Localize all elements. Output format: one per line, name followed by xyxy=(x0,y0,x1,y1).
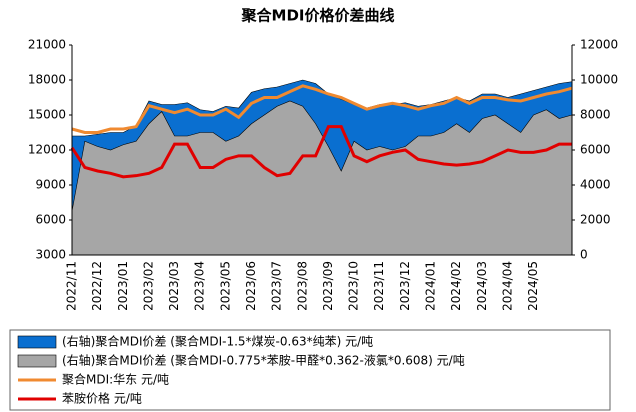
legend-swatch xyxy=(17,335,57,349)
y2-tick-label: 4000 xyxy=(580,178,611,192)
x-tick-label: 2024/03 xyxy=(475,261,489,311)
x-tick-label: 2022/12 xyxy=(90,261,104,311)
y2-tick-label: 2000 xyxy=(580,213,611,227)
y2-tick-label: 8000 xyxy=(580,108,611,122)
x-tick-label: 2024/01 xyxy=(423,261,437,311)
area xyxy=(71,100,573,256)
y-tick-label: 9000 xyxy=(35,178,66,192)
x-tick-label: 2023/03 xyxy=(167,261,181,311)
y2-tick-label: 12000 xyxy=(580,38,618,52)
line xyxy=(70,125,572,179)
x-tick-label: 2023/06 xyxy=(244,261,258,311)
y-tick-label: 18000 xyxy=(28,73,66,87)
x-tick-label: 2023/11 xyxy=(372,261,386,311)
line xyxy=(71,84,573,134)
y2-tick-label: 6000 xyxy=(580,143,611,157)
y-tick-label: 3000 xyxy=(35,248,66,262)
y-tick-label: 12000 xyxy=(28,143,66,157)
x-tick-label: 2024/05 xyxy=(526,261,540,311)
y2-tick-label: 0 xyxy=(580,248,588,262)
x-tick-label: 2023/02 xyxy=(141,261,155,311)
y-tick-label: 6000 xyxy=(35,213,66,227)
x-tick-label: 2023/08 xyxy=(295,261,309,311)
x-tick-label: 2023/12 xyxy=(398,261,412,311)
x-tick-label: 2023/09 xyxy=(321,261,335,311)
legend-label: (右轴)聚合MDI价差 (聚合MDI-1.5*煤炭-0.63*纯苯) 元/吨 xyxy=(62,334,373,349)
x-tick-label: 2024/02 xyxy=(449,261,463,311)
legend-swatch xyxy=(17,354,57,368)
legend-label: (右轴)聚合MDI价差 (聚合MDI-0.775*苯胺-甲醛*0.362-液氯*… xyxy=(62,353,465,368)
x-tick-label: 2023/10 xyxy=(347,261,361,311)
y-tick-label: 21000 xyxy=(28,38,66,52)
x-tick-label: 2023/01 xyxy=(116,261,130,311)
x-tick-label: 2023/04 xyxy=(193,261,207,311)
y2-tick-label: 10000 xyxy=(580,73,618,87)
legend-label: 苯胺价格 元/吨 xyxy=(62,391,142,406)
legend-box xyxy=(9,329,611,411)
x-tick-label: 2023/07 xyxy=(270,261,284,311)
y-tick-label: 15000 xyxy=(28,108,66,122)
x-tick-label: 2023/05 xyxy=(218,261,232,311)
legend-label: 聚合MDI:华东 元/吨 xyxy=(62,372,169,387)
chart-title: 聚合MDI价格价差曲线 xyxy=(241,7,395,25)
x-tick-label: 2022/11 xyxy=(65,261,79,311)
x-tick-label: 2024/04 xyxy=(500,261,514,311)
